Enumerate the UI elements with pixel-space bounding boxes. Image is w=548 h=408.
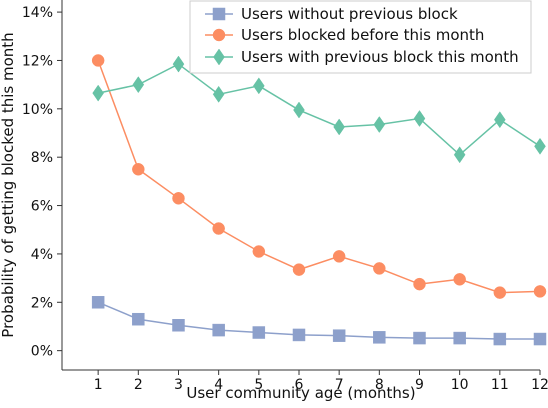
axes-layer: 0%2%4%6%8%10%12%14%1 2 3 4 5 6 7 8 9 10 11 12	[22, 0, 548, 393]
legend-item: Users blocked before this month	[205, 26, 484, 44]
series-group	[91, 296, 547, 346]
circle-data-point	[212, 222, 225, 235]
diamond-data-point	[413, 110, 426, 127]
series-group	[92, 55, 546, 164]
legend: Users without previous block Users blocke…	[189, 0, 532, 74]
diamond-data-point	[494, 111, 506, 129]
circle-data-point	[332, 250, 346, 263]
circle-legend-marker	[212, 28, 226, 42]
diamond-data-point	[534, 137, 546, 155]
series-line	[97, 301, 540, 340]
diamond-data-point	[253, 77, 265, 95]
square-data-point	[252, 326, 266, 339]
square-data-point	[413, 331, 426, 345]
series-line	[97, 60, 541, 294]
legend-item: Users without previous block	[205, 5, 458, 23]
diamond-data-point	[293, 101, 305, 119]
x-tick-label: 12	[531, 377, 548, 393]
square-data-point	[332, 329, 346, 342]
x-tick-label: 10	[451, 377, 469, 393]
legend-label: Users blocked before this month	[241, 26, 484, 44]
series-group	[91, 54, 547, 299]
x-tick-label: 6	[295, 377, 304, 393]
y-tick-label: 14%	[22, 5, 53, 21]
diamond-data-point	[212, 85, 225, 103]
x-tick-label: 11	[491, 377, 509, 393]
square-data-point	[493, 332, 507, 346]
y-tick-label: 2%	[31, 295, 53, 311]
diamond-data-point	[92, 84, 104, 102]
x-tick-label: 1	[94, 377, 103, 393]
square-data-point	[292, 328, 306, 342]
legend-label: Users with previous block this month	[241, 48, 519, 66]
series-line	[97, 63, 541, 156]
circle-data-point	[292, 263, 306, 276]
y-axis-title: Probability of getting blocked this mont…	[0, 32, 17, 337]
legend-item: Users with previous block this month	[205, 48, 519, 66]
circle-data-point	[413, 277, 426, 291]
x-tick-label: 5	[254, 377, 263, 393]
diamond-legend-marker	[213, 48, 225, 66]
square-legend-marker	[212, 7, 226, 21]
diamond-data-point	[453, 146, 466, 164]
diamond-data-point	[333, 118, 345, 136]
diamond-data-point	[132, 76, 145, 94]
x-axis-title: User community age (months)	[186, 384, 415, 402]
circle-data-point	[453, 273, 466, 286]
legend-items: Users without previous block Users blocke…	[205, 5, 519, 66]
square-data-point	[453, 331, 466, 345]
circle-data-point	[252, 245, 266, 258]
diamond-data-point	[172, 55, 185, 73]
x-tick-label: 4	[214, 377, 223, 393]
circle-data-point	[493, 286, 507, 299]
circle-data-point	[373, 262, 386, 275]
square-data-point	[533, 332, 547, 346]
y-tick-label: 6%	[31, 199, 53, 215]
square-data-point	[212, 323, 225, 337]
legend-box	[189, 0, 532, 74]
x-tick-label: 3	[174, 377, 183, 393]
x-tick-label: 7	[335, 377, 344, 393]
axis-labels: User community age (months) Probability …	[0, 32, 416, 402]
square-data-point	[373, 331, 386, 344]
y-tick-label: 10%	[22, 102, 53, 118]
y-tick-label: 0%	[31, 344, 53, 360]
y-tick-label: 8%	[31, 150, 53, 166]
y-tick-label: 4%	[31, 247, 53, 263]
x-tick-label: 9	[415, 377, 424, 393]
legend-label: Users without previous block	[241, 5, 458, 23]
series-layer	[91, 54, 547, 346]
diamond-data-point	[373, 116, 386, 133]
circle-data-point	[132, 163, 145, 176]
circle-data-point	[533, 285, 547, 298]
square-data-point	[132, 312, 145, 326]
square-data-point	[91, 296, 105, 309]
circle-data-point	[172, 192, 185, 205]
circle-data-point	[91, 54, 105, 67]
square-data-point	[172, 319, 185, 332]
x-tick-label: 2	[134, 377, 143, 393]
x-tick-label: 8	[375, 377, 384, 393]
y-tick-label: 12%	[22, 53, 53, 69]
